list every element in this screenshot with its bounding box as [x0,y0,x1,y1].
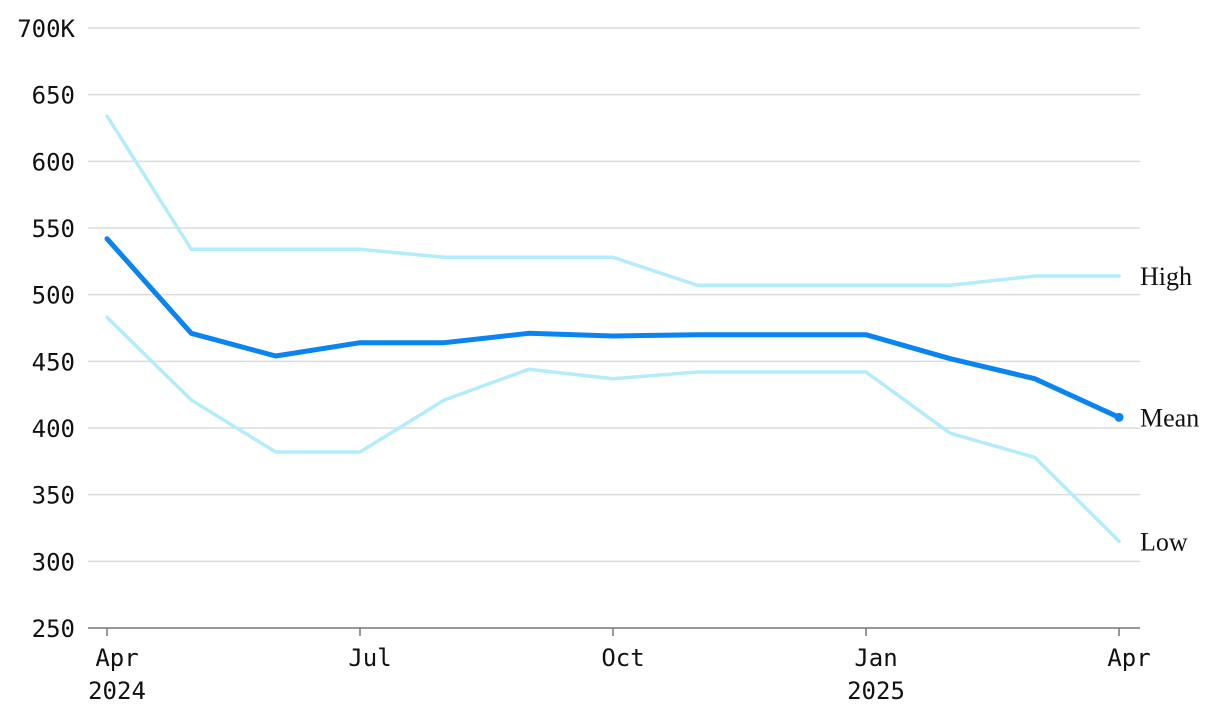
series-labels: High Mean Low [1140,262,1199,556]
y-tick-label: 450 [32,348,75,376]
series-line-low [105,315,1121,544]
y-tick-label: 350 [32,482,75,510]
series-label-low: Low [1140,527,1188,556]
x-tick-label: Jul [348,644,391,672]
series-line-high [105,114,1121,288]
y-tick-label: 550 [32,215,75,243]
x-tick-label: Jan [854,644,897,672]
series-end-point-mean [1114,412,1124,422]
y-axis: 250 300 350 400 450 500 550 600 650 700K [17,15,75,643]
x-tick-year-label: 2025 [847,677,905,705]
y-tick-label: 400 [32,415,75,443]
x-axis: Apr 2024 Jul Oct Jan 2025 Apr [88,628,1151,705]
y-tick-label: 500 [32,282,75,310]
y-tick-label: 250 [32,615,75,643]
x-tick-label: Oct [601,644,644,672]
y-tick-label: 600 [32,148,75,176]
x-tick-label: Apr [95,644,138,672]
series-label-mean: Mean [1140,403,1199,432]
series-label-high: High [1140,262,1192,291]
series-line-mean [104,236,1122,420]
gridlines [88,27,1140,629]
y-tick-label: 300 [32,548,75,576]
x-tick-label: Apr [1107,644,1150,672]
series-lines [104,114,1124,544]
y-tick-label: 700K [17,15,75,43]
y-tick-label: 650 [32,82,75,110]
x-tick-year-label: 2024 [88,677,146,705]
